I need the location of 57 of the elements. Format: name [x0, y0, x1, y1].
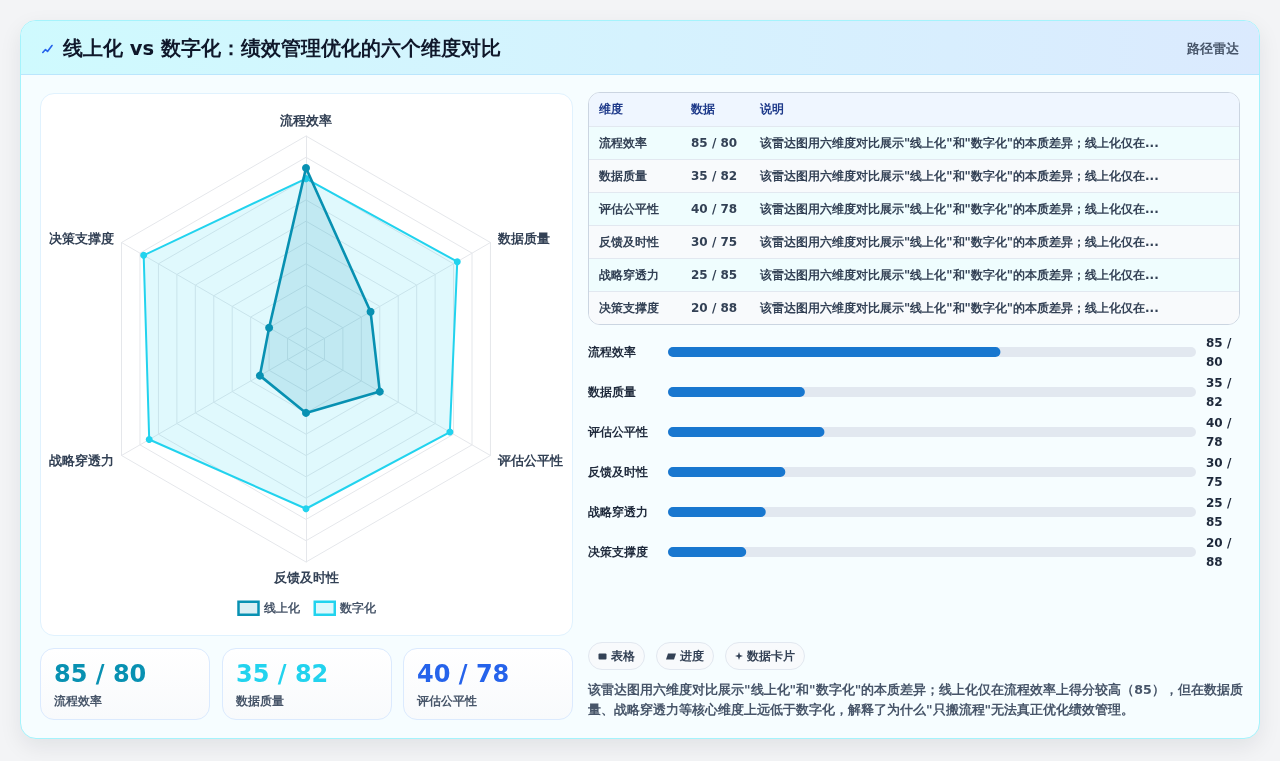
spoke-label: 数据质量 — [497, 230, 551, 246]
y-tick-label: 决策支撑度 — [588, 545, 648, 559]
text: 40 / 78 — [691, 202, 738, 216]
spoke-label: 评估公平性 — [497, 452, 564, 468]
text: 85 / 80 — [691, 136, 738, 150]
tab-button[interactable]: 进度 — [656, 642, 714, 670]
spoke-label: 决策支撑度 — [48, 230, 114, 246]
text: 反馈及时性 — [599, 235, 659, 249]
bar — [668, 507, 766, 517]
y-tick-label: 反馈及时性 — [587, 465, 648, 479]
text: 该雷达图用六维度对比展示"线上化"和"数字化"的本质差异；线上化仅在... — [760, 136, 1159, 150]
category-label: 数据质量 — [236, 693, 284, 709]
category-label: 流程效率 — [54, 693, 102, 709]
spoke-label: 流程效率 — [279, 113, 332, 128]
text: 该雷达图用六维度对比展示"线上化"和"数字化"的本质差异；线上化仅在流程效率上得分较高（85），但在数据质量、战略穿透力等核心维度上远低于数字化，解释了为什么"只搬流程"无法真正优化绩效管理。 — [588, 681, 1243, 719]
data-label: 40 / 78 — [1206, 415, 1236, 449]
category-label: 进度 — [680, 648, 704, 665]
y-tick-label: 数据质量 — [587, 385, 636, 399]
text: 该雷达图用六维度对比展示"线上化"和"数字化"的本质差异；线上化仅在... — [760, 301, 1159, 315]
bar — [668, 547, 747, 557]
text: 该雷达图用六维度对比展示"线上化"和"数字化"的本质差异；线上化仅在... — [760, 169, 1159, 183]
text: 战略穿透力 — [599, 268, 659, 282]
category-label: 维度 — [599, 101, 623, 118]
text: 路径雷达 — [1187, 40, 1239, 58]
data-label: 20 / 88 — [1206, 535, 1236, 569]
legend-label: 线上化 — [262, 601, 301, 616]
chart-title: 线上化 vs 数字化：绩效管理优化的六个维度对比 — [63, 36, 501, 62]
data-label: 30 / 75 — [1206, 455, 1236, 489]
category-label: 评估公平性 — [417, 693, 477, 709]
spoke-label: 战略穿透力 — [48, 452, 114, 468]
text: 该雷达图用六维度对比展示"线上化"和"数字化"的本质差异；线上化仅在... — [760, 235, 1159, 249]
data-label: 85 / 80 — [1206, 335, 1236, 369]
text: 40 / 78 — [417, 660, 510, 688]
category-label: 表格 — [611, 648, 635, 665]
data-label: 35 / 82 — [1206, 375, 1236, 409]
text: 85 / 80 — [54, 660, 147, 688]
text: 决策支撑度 — [599, 301, 659, 315]
tab-button[interactable]: 数据卡片 — [725, 642, 805, 670]
text: 25 / 85 — [691, 268, 738, 282]
spoke-label: 反馈及时性 — [272, 570, 339, 585]
text: 35 / 82 — [236, 660, 329, 688]
category-label: 数据卡片 — [747, 648, 795, 665]
text: 评估公平性 — [599, 202, 659, 216]
bar — [668, 427, 825, 437]
category-label: 数据 — [691, 101, 715, 118]
category-label: 说明 — [760, 101, 784, 118]
text: 该雷达图用六维度对比展示"线上化"和"数字化"的本质差异；线上化仅在... — [760, 268, 1159, 282]
y-tick-label: 流程效率 — [587, 345, 636, 359]
legend-label: 数字化 — [338, 601, 377, 616]
text: 20 / 88 — [691, 301, 738, 315]
text: 该雷达图用六维度对比展示"线上化"和"数字化"的本质差异；线上化仅在... — [760, 202, 1159, 216]
y-tick-label: 战略穿透力 — [588, 505, 648, 519]
y-tick-label: 评估公平性 — [587, 425, 648, 439]
text: 35 / 82 — [691, 169, 738, 183]
data-label: 25 / 85 — [1206, 495, 1236, 529]
text: 30 / 75 — [691, 235, 738, 249]
bar — [668, 467, 786, 477]
